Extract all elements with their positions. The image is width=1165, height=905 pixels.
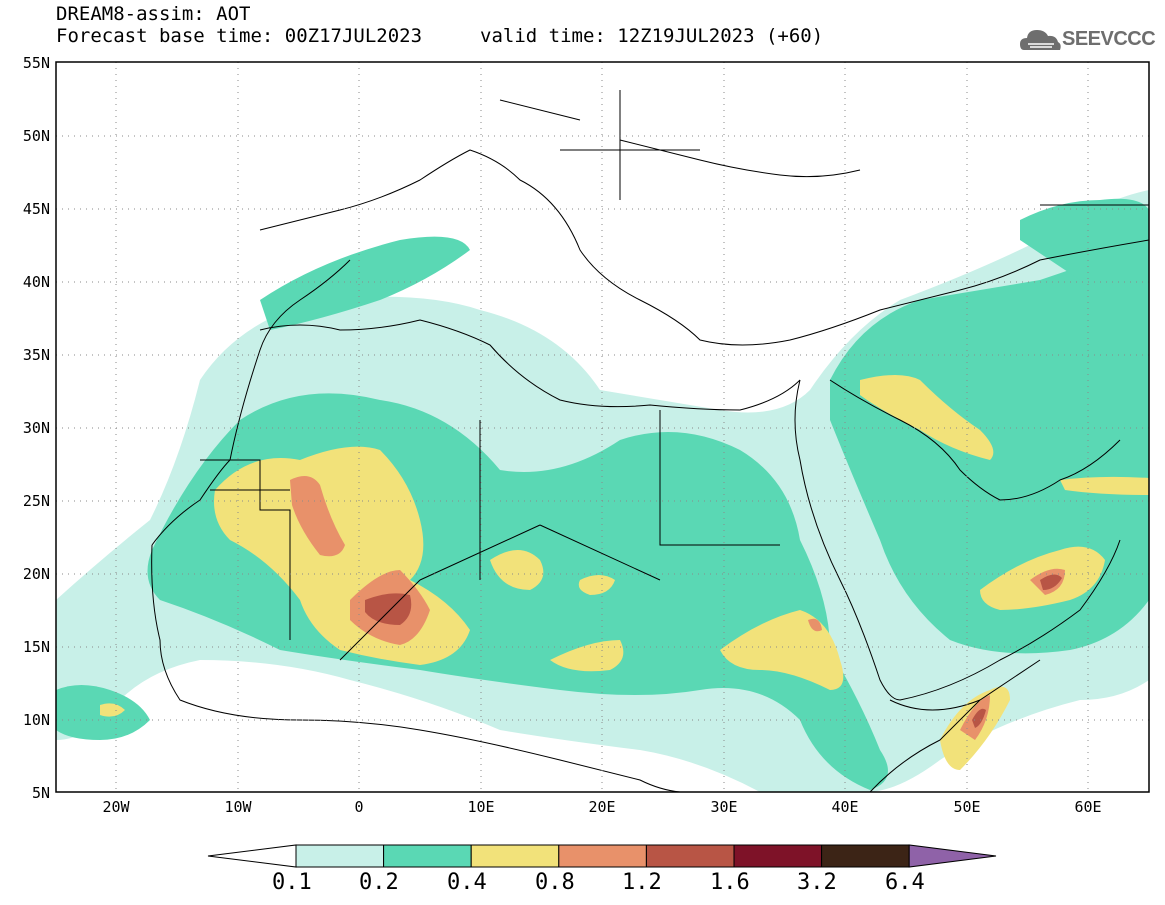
lon-label: 50E bbox=[953, 798, 980, 816]
lat-label: 20N bbox=[23, 565, 50, 583]
colorbar-swatch bbox=[821, 844, 910, 868]
forecast-base-time: Forecast base time: 00Z17JUL2023 bbox=[56, 25, 423, 47]
coastlines bbox=[151, 90, 1150, 793]
colorbar-tick-label: 6.4 bbox=[885, 870, 925, 895]
colorbar-tick-label: 1.2 bbox=[622, 870, 662, 895]
lat-label: 55N bbox=[23, 54, 50, 72]
lat-label: 10N bbox=[23, 711, 50, 729]
lon-label: 0 bbox=[354, 798, 363, 816]
map-frame bbox=[55, 61, 1150, 793]
map-title: DREAM8-assim: AOT bbox=[56, 3, 251, 25]
lat-label: 5N bbox=[32, 784, 50, 802]
colorbar bbox=[207, 844, 997, 868]
lon-label: 60E bbox=[1074, 798, 1101, 816]
colorbar-arrow-low bbox=[207, 844, 297, 868]
valid-time: valid time: 12Z19JUL2023 (+60) bbox=[480, 25, 824, 47]
colorbar-tick-label: 1.6 bbox=[710, 870, 750, 895]
lat-label: 25N bbox=[23, 492, 50, 510]
colorbar-tick-label: 0.4 bbox=[447, 870, 487, 895]
aot-field bbox=[56, 62, 1149, 792]
colorbar-tick-label: 3.2 bbox=[797, 870, 837, 895]
lon-label: 20E bbox=[588, 798, 615, 816]
lat-label: 35N bbox=[23, 346, 50, 364]
lon-axis: 20W 10W 0 10E 20E 30E 40E 50E 60E bbox=[102, 798, 1101, 816]
grid-lines bbox=[56, 62, 1149, 792]
colorbar-arrow-high bbox=[908, 844, 997, 868]
lon-label: 20W bbox=[102, 798, 130, 816]
lon-label: 10W bbox=[224, 798, 252, 816]
lat-label: 50N bbox=[23, 127, 50, 145]
colorbar-tick-label: 0.2 bbox=[359, 870, 399, 895]
cloud-logo-icon bbox=[1020, 30, 1061, 50]
lon-label: 40E bbox=[831, 798, 858, 816]
colorbar-swatch bbox=[558, 844, 647, 868]
colorbar-swatch bbox=[470, 844, 560, 868]
colorbar-swatch bbox=[733, 844, 823, 868]
colorbar-swatch bbox=[295, 844, 385, 868]
colorbar-swatch bbox=[645, 844, 735, 868]
lon-label: 30E bbox=[710, 798, 737, 816]
colorbar-tick-label: 0.1 bbox=[272, 870, 312, 895]
lon-label: 10E bbox=[467, 798, 494, 816]
lat-label: 45N bbox=[23, 200, 50, 218]
lat-label: 30N bbox=[23, 419, 50, 437]
colorbar-tick-label: 0.8 bbox=[535, 870, 575, 895]
logo-text: SEEVCCC bbox=[1062, 28, 1156, 50]
lat-axis: 55N 50N 45N 40N 35N 30N 25N 20N 15N 10N … bbox=[23, 54, 50, 802]
lat-label: 15N bbox=[23, 638, 50, 656]
aot-level-1.2 bbox=[365, 593, 412, 625]
aot-level-0.8 bbox=[290, 476, 345, 557]
colorbar-swatch bbox=[383, 844, 472, 868]
lat-label: 40N bbox=[23, 273, 50, 291]
